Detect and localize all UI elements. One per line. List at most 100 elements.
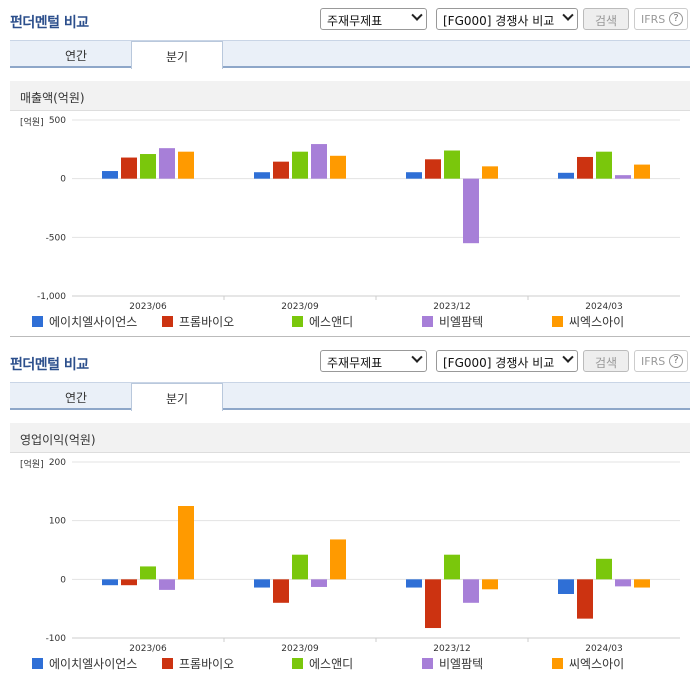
legend-item[interactable]: 비엘팜텍: [422, 655, 483, 672]
bar[interactable]: [121, 157, 137, 179]
legend-label: 에스앤디: [309, 315, 354, 329]
panel-title: 펀더멘털 비교: [10, 15, 89, 31]
period-tabs: 연간 분기: [10, 40, 690, 69]
tab-annual[interactable]: 연간: [64, 391, 88, 405]
bar[interactable]: [102, 171, 118, 179]
legend-label: 에이치엘사이언스: [49, 657, 138, 671]
legend-swatch: [422, 658, 433, 669]
legend-swatch: [32, 658, 43, 669]
bar[interactable]: [425, 159, 441, 179]
legend-item[interactable]: 프롬바이오: [162, 655, 234, 672]
legend-swatch: [292, 658, 303, 669]
y-unit-label: [억원]: [20, 458, 44, 470]
panel-divider: [10, 336, 690, 337]
bar[interactable]: [273, 161, 289, 179]
legend-swatch: [422, 316, 433, 327]
search-button[interactable]: 검색: [583, 350, 629, 372]
bar[interactable]: [140, 566, 156, 580]
chevron-down-icon: [411, 351, 423, 363]
legend-label: 비엘팜텍: [439, 315, 484, 329]
legend-item[interactable]: 에이치엘사이언스: [32, 313, 137, 330]
search-button[interactable]: 검색: [583, 8, 629, 30]
y-tick-label: 100: [49, 517, 66, 527]
legend-item[interactable]: 에이치엘사이언스: [32, 655, 137, 672]
y-tick-label: 500: [49, 116, 66, 126]
fundamental-panel-2: 펀더멘털 비교 주재무제표 [FG000] 경쟁사 비교 검색 IFRS ? 연…: [0, 342, 696, 684]
bar[interactable]: [444, 554, 460, 580]
legend-item[interactable]: 프롬바이오: [162, 313, 234, 330]
statement-type-select[interactable]: 주재무제표: [320, 8, 427, 30]
legend-item[interactable]: 씨엑스아이: [552, 313, 624, 330]
legend-label: 씨엑스아이: [569, 657, 625, 671]
ifrs-help-button[interactable]: IFRS ?: [634, 8, 688, 30]
bar[interactable]: [615, 175, 631, 179]
tab-annual[interactable]: 연간: [64, 49, 88, 63]
x-tick-label: 2023/09: [281, 302, 319, 310]
ifrs-help-button[interactable]: IFRS ?: [634, 350, 688, 372]
legend-item[interactable]: 비엘팜텍: [422, 313, 483, 330]
bar[interactable]: [121, 579, 137, 586]
peer-group-select[interactable]: [FG000] 경쟁사 비교: [436, 350, 578, 372]
bar[interactable]: [406, 172, 422, 179]
statement-type-value: 주재무제표: [327, 356, 383, 370]
bar[interactable]: [634, 164, 650, 179]
bar[interactable]: [140, 154, 156, 179]
chevron-down-icon: [562, 9, 574, 21]
bar[interactable]: [482, 166, 498, 179]
legend-swatch: [552, 316, 563, 327]
metric-subheader: 영업이익(억원): [10, 423, 690, 453]
bar[interactable]: [463, 579, 479, 603]
y-tick-label: 200: [49, 458, 66, 468]
x-tick-label: 2024/03: [585, 644, 622, 652]
bar[interactable]: [463, 178, 479, 244]
bar[interactable]: [577, 579, 593, 619]
bar[interactable]: [330, 539, 346, 580]
bar[interactable]: [102, 579, 118, 586]
legend-label: 비엘팜텍: [439, 657, 484, 671]
legend-item[interactable]: 씨엑스아이: [552, 655, 624, 672]
bar[interactable]: [558, 172, 574, 179]
period-tabs: 연간 분기: [10, 382, 690, 411]
bar[interactable]: [292, 151, 308, 179]
y-tick-label: 0: [60, 575, 66, 585]
tab-quarterly[interactable]: 분기: [131, 383, 223, 411]
legend-item[interactable]: 에스앤디: [292, 313, 353, 330]
bar[interactable]: [292, 554, 308, 580]
y-tick-label: -100: [46, 634, 67, 644]
panel-title: 펀더멘털 비교: [10, 357, 89, 373]
fundamental-panel-1: 펀더멘털 비교 주재무제표 [FG000] 경쟁사 비교 검색 IFRS ? 연…: [0, 0, 696, 340]
bar[interactable]: [425, 579, 441, 629]
bar[interactable]: [596, 151, 612, 179]
bar[interactable]: [254, 579, 270, 588]
legend-label: 씨엑스아이: [569, 315, 625, 329]
legend-label: 프롬바이오: [179, 657, 235, 671]
bar[interactable]: [634, 579, 650, 588]
bar[interactable]: [159, 148, 175, 179]
x-tick-label: 2023/12: [433, 302, 470, 310]
bar[interactable]: [558, 579, 574, 594]
bar[interactable]: [596, 558, 612, 580]
operating-profit-bar-chart: [억원] 200 100 0 -100 2023/06 2023/09 2023/12 2024…: [20, 458, 680, 652]
bar[interactable]: [577, 156, 593, 179]
bar[interactable]: [311, 144, 327, 179]
tab-quarterly[interactable]: 분기: [131, 41, 223, 69]
bar[interactable]: [406, 579, 422, 588]
bar[interactable]: [159, 579, 175, 590]
statement-type-value: 주재무제표: [327, 14, 383, 28]
legend-swatch: [552, 658, 563, 669]
legend-item[interactable]: 에스앤디: [292, 655, 353, 672]
bar[interactable]: [311, 579, 327, 587]
peer-group-select[interactable]: [FG000] 경쟁사 비교: [436, 8, 578, 30]
bar[interactable]: [178, 506, 194, 580]
bar[interactable]: [444, 150, 460, 179]
y-tick-label: -500: [46, 233, 67, 243]
bar[interactable]: [482, 579, 498, 590]
x-tick-label: 2023/06: [129, 302, 167, 310]
bar[interactable]: [254, 172, 270, 179]
bar[interactable]: [330, 155, 346, 179]
bar[interactable]: [615, 579, 631, 587]
bar[interactable]: [178, 151, 194, 179]
statement-type-select[interactable]: 주재무제표: [320, 350, 427, 372]
question-icon: ?: [669, 354, 683, 368]
bar[interactable]: [273, 579, 289, 603]
